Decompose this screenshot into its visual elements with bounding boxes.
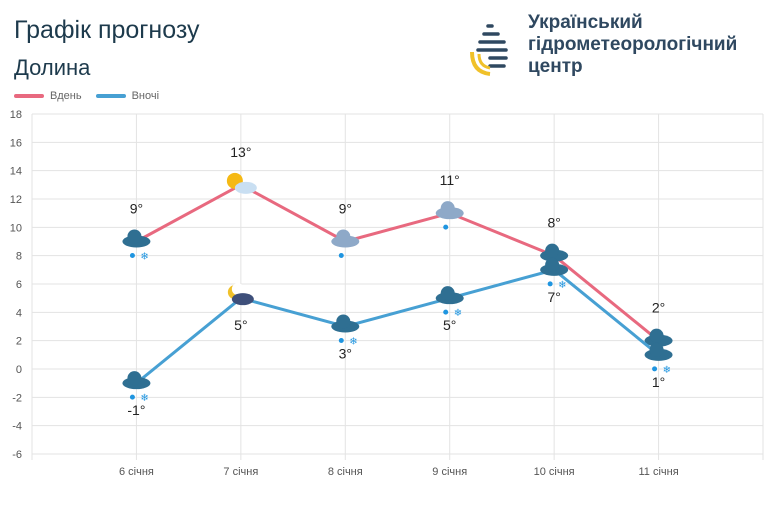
night-temp-label: 5° xyxy=(234,317,247,333)
y-tick-label: 4 xyxy=(16,307,22,319)
svg-text:❄: ❄ xyxy=(663,365,671,376)
ugmc-logo-icon xyxy=(470,24,508,76)
svg-text:❄: ❄ xyxy=(140,252,148,263)
day-temp-label: 2° xyxy=(652,300,665,316)
cloud-rain-icon xyxy=(331,229,360,258)
night-temp-label: 5° xyxy=(443,317,456,333)
org-name: Український гідрометеорологічний центр xyxy=(528,12,737,78)
x-tick-label: 6 січня xyxy=(119,466,154,478)
x-tick-label: 10 січня xyxy=(534,466,575,478)
cloud-rain-snow-icon: ❄ xyxy=(644,342,673,376)
cloud-rain-snow-icon: ❄ xyxy=(540,257,569,291)
cloud-rain-snow-icon: ❄ xyxy=(435,286,464,319)
moon-cloud-icon xyxy=(227,283,254,306)
day-temp-label: 8° xyxy=(547,215,560,231)
org-name-line2: гідрометеорологічний xyxy=(528,34,738,55)
x-tick-label: 8 січня xyxy=(328,466,363,478)
night-temp-label: -1° xyxy=(127,402,145,418)
sun-cloud-icon xyxy=(226,172,257,194)
svg-text:❄: ❄ xyxy=(558,280,566,291)
day-temp-label: 11° xyxy=(440,172,460,188)
cloud-rain-snow-icon: ❄ xyxy=(122,371,151,404)
y-tick-label: 18 xyxy=(10,109,22,121)
x-tick-label: 11 січня xyxy=(638,466,678,478)
y-tick-label: 0 xyxy=(16,364,22,376)
svg-text:❄: ❄ xyxy=(454,308,462,319)
day-temp-label: 13° xyxy=(230,144,251,160)
org-name-line1: Український xyxy=(528,12,643,33)
day-temp-label: 9° xyxy=(130,201,143,217)
y-tick-label: 14 xyxy=(10,166,22,178)
y-tick-label: -6 xyxy=(12,449,22,461)
y-tick-label: -4 xyxy=(12,421,22,433)
night-temp-label: 1° xyxy=(652,374,665,390)
y-tick-label: 8 xyxy=(16,251,22,263)
org-name-line3: центр xyxy=(528,56,583,77)
night-series-line xyxy=(135,268,660,385)
x-tick-label: 7 січня xyxy=(223,466,258,478)
y-tick-label: 10 xyxy=(10,222,22,234)
legend-swatch-day[interactable] xyxy=(14,94,44,98)
y-tick-label: -2 xyxy=(12,392,22,404)
y-tick-label: 6 xyxy=(16,279,22,291)
svg-text:❄: ❄ xyxy=(349,337,357,348)
y-tick-label: 16 xyxy=(10,137,22,149)
legend: Вдень Вночі xyxy=(14,90,159,102)
legend-swatch-night[interactable] xyxy=(95,94,126,98)
location-name: Долина xyxy=(14,55,91,80)
legend-label-day[interactable]: Вдень xyxy=(50,90,82,102)
x-tick-label: 9 січня xyxy=(432,466,467,478)
cloud-rain-snow-icon: ❄ xyxy=(122,229,151,263)
svg-text:❄: ❄ xyxy=(140,393,148,404)
cloud-rain-snow-icon: ❄ xyxy=(331,314,360,348)
page-title: Графік прогнозу xyxy=(14,16,200,44)
day-series-line xyxy=(135,183,660,342)
night-temp-label: 7° xyxy=(547,289,560,305)
y-tick-label: 2 xyxy=(16,336,22,348)
y-tick-label: 12 xyxy=(10,194,22,206)
cloud-rain-icon xyxy=(435,201,464,230)
day-temp-label: 9° xyxy=(339,201,352,217)
night-temp-label: 3° xyxy=(339,346,352,362)
legend-label-night[interactable]: Вночі xyxy=(131,90,160,102)
cloud-rain-icon xyxy=(540,243,569,273)
